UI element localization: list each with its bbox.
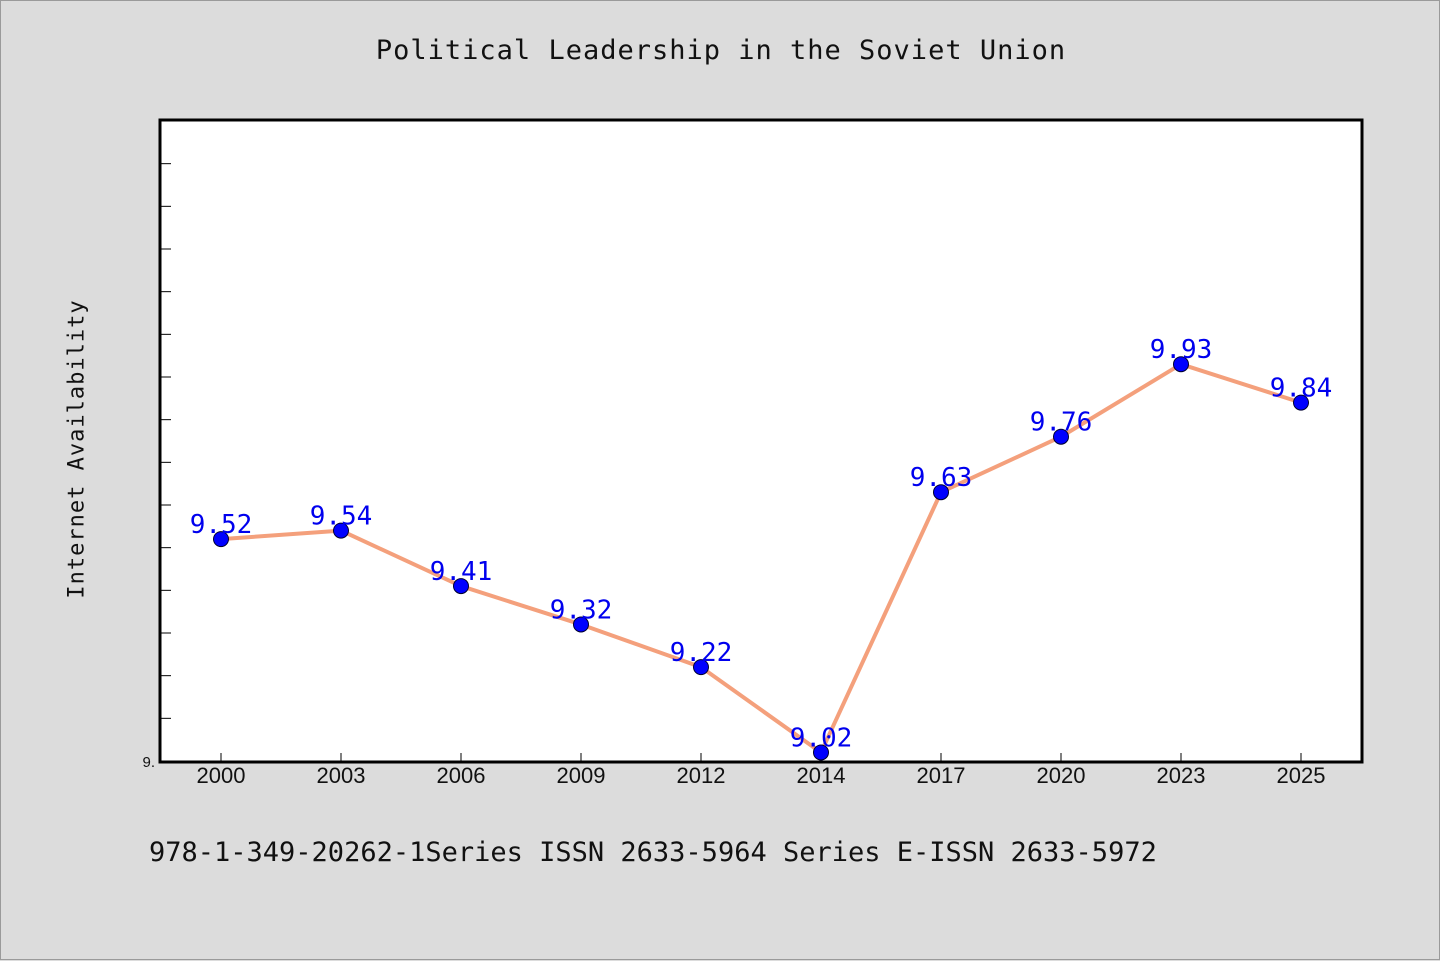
data-point [573,616,589,633]
x-tick-label: 2006 [437,763,486,788]
x-tick-label: 2025 [1277,763,1326,788]
data-label: 9.84 [1270,374,1333,404]
data-label: 9.41 [430,557,493,587]
chart-title: Political Leadership in the Soviet Union [375,35,1067,66]
x-tick-label: 2012 [677,763,726,788]
data-point [1293,394,1309,411]
data-label: 9.93 [1150,335,1213,365]
data-label: 9.32 [550,595,613,625]
data-point [1173,356,1189,373]
x-tick-label: 2014 [797,763,846,788]
x-tick-label: 2003 [317,763,366,788]
data-point [1053,428,1069,445]
x-tick-label: 2009 [557,763,606,788]
data-label: 9.22 [670,638,733,668]
x-tick-label: 2020 [1037,763,1086,788]
series-line [220,362,1302,755]
data-label: 9.63 [910,463,973,493]
data-label: 9.54 [310,502,373,532]
data-point [213,531,229,548]
x-tick-label: 2000 [197,763,246,788]
footer-isbn-text: 978-1-349-20262-1Series ISSN 2633-5964 S… [149,837,1157,868]
x-tick-label: 2017 [917,763,966,788]
data-label: 9.76 [1030,408,1093,438]
data-point [813,744,829,761]
y-tick-label: 9. [142,754,155,771]
plot-area [158,118,1364,764]
data-label: 9.52 [190,510,253,540]
data-label: 9.02 [790,723,853,753]
data-point [693,659,709,676]
data-point [933,484,949,501]
data-point [453,578,469,595]
x-tick-label: 2023 [1157,763,1206,788]
data-point [333,522,349,539]
